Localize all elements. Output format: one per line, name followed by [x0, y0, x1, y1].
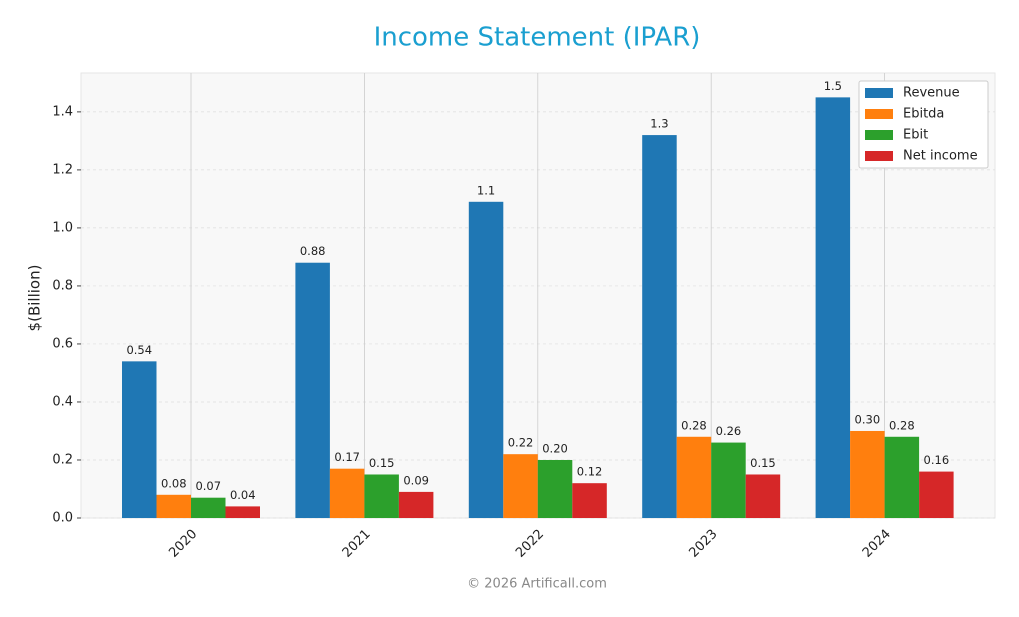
value-label: 0.28 [889, 418, 915, 432]
value-label: 0.17 [334, 450, 360, 464]
value-label: 1.1 [477, 183, 495, 197]
bar [815, 97, 851, 518]
y-tick-label: 0.4 [52, 394, 73, 409]
value-label: 0.88 [300, 244, 326, 258]
y-tick-label: 0.8 [52, 278, 73, 293]
value-label: 0.22 [508, 436, 534, 450]
bar [745, 474, 781, 518]
bar [711, 442, 746, 518]
legend-swatch [865, 130, 893, 140]
value-label: 0.16 [924, 453, 950, 467]
bar [225, 506, 260, 518]
legend-label: Ebitda [903, 107, 944, 122]
value-label: 1.5 [824, 79, 842, 93]
x-tick-label: 2021 [340, 527, 374, 561]
legend-label: Net income [903, 149, 978, 164]
bar [642, 135, 677, 518]
value-label: 1.3 [650, 117, 668, 131]
y-tick-label: 0.0 [52, 511, 73, 526]
value-label: 0.12 [577, 465, 603, 479]
value-label: 0.54 [126, 343, 152, 357]
bar [122, 361, 157, 518]
y-tick-label: 0.6 [52, 336, 73, 351]
footer: © 2026 Artificall.com [467, 577, 607, 592]
chart-title: Income Statement (IPAR) [374, 23, 701, 53]
value-label: 0.15 [369, 456, 395, 470]
value-label: 0.09 [403, 473, 429, 487]
x-tick-label: 2022 [513, 527, 547, 561]
x-tick-label: 2024 [860, 527, 894, 561]
bar [295, 262, 330, 518]
value-label: 0.04 [230, 488, 256, 502]
legend-box [858, 80, 989, 169]
bar [364, 474, 399, 518]
y-tick-label: 1.4 [52, 104, 73, 119]
value-label: 0.15 [750, 456, 776, 470]
bar [919, 471, 954, 518]
bar [503, 454, 538, 518]
x-tick-label: 2023 [686, 527, 720, 561]
value-label: 0.08 [161, 476, 187, 490]
value-label: 0.30 [855, 412, 881, 426]
legend-swatch [865, 88, 893, 98]
legend-label: Ebit [903, 128, 928, 143]
y-tick-label: 1.0 [52, 220, 73, 235]
legend-swatch [865, 109, 893, 119]
bar [850, 430, 885, 518]
bar [884, 436, 920, 518]
bar [572, 483, 607, 518]
value-label: 0.26 [716, 424, 742, 438]
y-axis-label: $(Billion) [26, 265, 44, 332]
legend-label: Revenue [903, 86, 960, 101]
bar [398, 491, 434, 518]
value-label: 0.20 [542, 441, 568, 455]
x-tick-label: 2020 [166, 527, 200, 561]
bar [329, 468, 365, 518]
value-label: 0.28 [681, 418, 707, 432]
bar [156, 494, 191, 518]
legend-swatch [865, 151, 893, 161]
bar [191, 497, 226, 518]
bar [676, 436, 712, 518]
y-tick-label: 0.2 [52, 452, 73, 467]
bar [537, 459, 573, 518]
y-tick-label: 1.2 [52, 162, 73, 177]
bar [468, 201, 504, 518]
value-label: 0.07 [195, 479, 221, 493]
